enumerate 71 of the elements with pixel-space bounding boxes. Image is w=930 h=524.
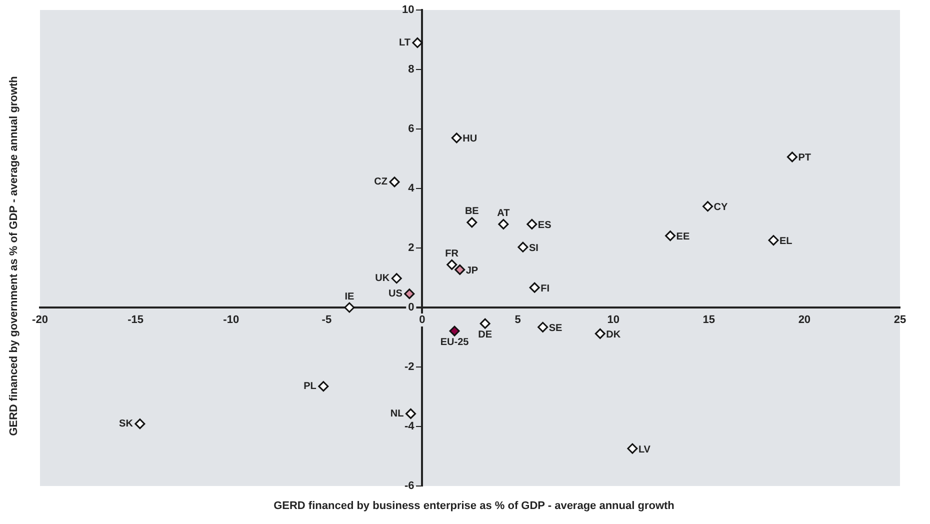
y-tick-label: -4: [404, 420, 416, 433]
point: [498, 218, 509, 230]
x-tick-label: 25: [894, 314, 906, 326]
point: [446, 259, 458, 270]
x-tick-label: -5: [322, 314, 332, 326]
y-axis-title: GERD financed by government as % of GDP - average annual growth: [8, 75, 20, 438]
x-tick-label: -10: [223, 314, 240, 326]
annotation: ES: [538, 220, 552, 231]
x-tick-label: 5: [514, 314, 521, 326]
point: [518, 242, 528, 252]
annotation: DE: [478, 329, 492, 340]
annotation: PT: [798, 152, 811, 164]
point: [466, 217, 478, 228]
annotation: UK: [375, 273, 390, 284]
annotation: PL: [304, 381, 316, 392]
annotation: FI: [540, 283, 550, 294]
annotation: LV: [638, 444, 651, 456]
annotation: DK: [606, 329, 622, 340]
point: [318, 381, 329, 392]
annotation: HU: [462, 134, 478, 145]
annotation: BE: [464, 206, 480, 218]
point: [134, 418, 146, 430]
point: [391, 273, 402, 284]
annotation: SE: [548, 322, 562, 334]
annotation: EU-25: [440, 336, 470, 348]
y-tick-label: 4: [408, 182, 416, 195]
x-tick-label: 0: [419, 314, 426, 326]
annotation: US: [388, 288, 403, 300]
x-tick-label: -15: [128, 314, 144, 326]
annotation: IE: [344, 291, 354, 302]
point: [404, 288, 415, 300]
annotation: FR: [445, 248, 460, 260]
x-axis-title: GERD financed by business enterprise as % of GDP - average annual growth: [272, 500, 676, 512]
point: [702, 201, 713, 212]
x-tick-label: 20: [798, 314, 811, 326]
point: [454, 264, 466, 275]
point: [627, 443, 638, 454]
point: [406, 408, 416, 419]
annotation: CZ: [374, 176, 388, 188]
annotation: NL: [390, 408, 404, 420]
point: [480, 318, 490, 329]
point: [768, 235, 779, 246]
annotation: CY: [714, 202, 728, 214]
y-tick-label: -6: [404, 480, 414, 492]
point: [526, 218, 538, 230]
point: [665, 230, 676, 242]
annotation: AT: [497, 208, 510, 219]
annotation: EL: [779, 236, 792, 248]
y-tick-label: 2: [408, 242, 414, 254]
point: [412, 37, 423, 48]
point: [389, 176, 400, 188]
annotation: SI: [528, 242, 539, 254]
annotation: EE: [676, 232, 690, 243]
point: [594, 328, 606, 339]
point: [449, 326, 460, 336]
point: [344, 302, 355, 313]
annotation: SK: [119, 418, 134, 430]
annotation: JP: [466, 265, 478, 276]
point: [529, 282, 540, 293]
point: [786, 152, 798, 162]
point: [451, 132, 462, 144]
y-tick-label: 8: [408, 64, 414, 76]
point: [538, 322, 548, 332]
x-tick-label: 10: [607, 314, 620, 326]
y-tick-label: 0: [408, 302, 414, 314]
y-tick-label: 10: [402, 4, 414, 16]
x-tick-label: -20: [32, 314, 48, 326]
annotation: LT: [398, 37, 410, 48]
x-tick-label: 15: [702, 314, 716, 326]
y-tick-label: -2: [404, 361, 414, 374]
y-tick-label: 6: [408, 123, 414, 136]
